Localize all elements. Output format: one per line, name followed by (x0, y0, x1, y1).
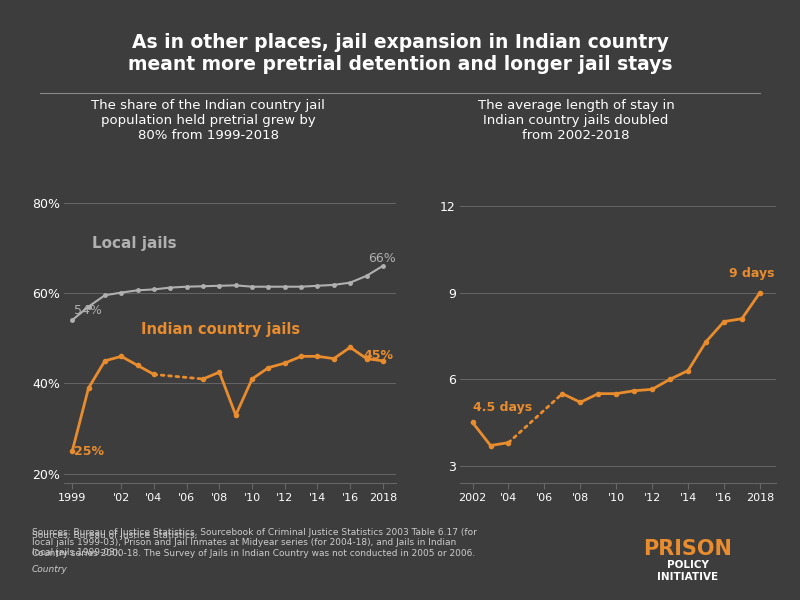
Text: The share of the Indian country jail
population held pretrial grew by
80% from 1: The share of the Indian country jail pop… (91, 99, 325, 142)
Text: 45%: 45% (363, 349, 394, 362)
Text: Sources: Bureau of Justice Statistics,: Sources: Bureau of Justice Statistics, (32, 531, 200, 540)
Text: 9 days: 9 days (730, 267, 775, 280)
Text: Local jails: Local jails (92, 236, 177, 251)
Text: Country: Country (32, 565, 68, 574)
Text: 66%: 66% (368, 252, 396, 265)
Text: POLICY
INITIATIVE: POLICY INITIATIVE (658, 560, 718, 582)
Text: 54%: 54% (74, 304, 102, 317)
Text: 25%: 25% (74, 445, 104, 458)
Text: Sources: Bureau of Justice Statistics, Sourcebook of Criminal Justice Statistics: Sources: Bureau of Justice Statistics, S… (32, 528, 477, 558)
Text: The average length of stay in
Indian country jails doubled
from 2002-2018: The average length of stay in Indian cou… (478, 99, 674, 142)
Text: local jails 1999-03),: local jails 1999-03), (32, 548, 124, 557)
Text: Indian country jails: Indian country jails (141, 322, 300, 337)
Text: PRISON: PRISON (643, 539, 733, 559)
Text: As in other places, jail expansion in Indian country
meant more pretrial detenti: As in other places, jail expansion in In… (128, 33, 672, 74)
Text: 4.5 days: 4.5 days (474, 401, 533, 414)
